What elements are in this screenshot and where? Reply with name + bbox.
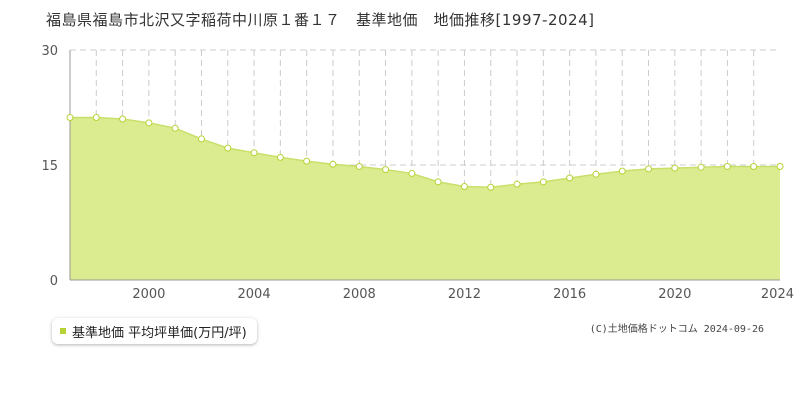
data-point [408,169,416,177]
x-tick-label: 2024 [761,287,794,302]
x-tick-label: 2008 [343,287,376,302]
legend-label: 基準地価 平均坪単価(万円/坪) [72,325,247,341]
data-point [197,135,205,143]
data-point [224,144,232,152]
data-point [566,174,574,182]
data-point [119,115,127,123]
data-point [276,153,284,161]
data-point [645,165,653,173]
y-tick-label: 30 [41,44,58,59]
axes [69,50,780,281]
data-point [513,180,521,188]
y-tick-label: 15 [41,159,58,174]
copyright-notice: (C)土地価格ドットコム 2024-09-26 [589,324,764,335]
x-tick-label: 2012 [448,287,481,302]
chart-title: 福島県福島市北沢又字稲荷中川原１番１７ 基準地価 地価推移[1997-2024] [46,11,595,29]
area-layer [70,116,780,280]
data-point [145,119,153,127]
data-points [66,113,784,191]
data-point [355,163,363,171]
y-tick-label: 0 [50,274,58,289]
data-point [460,182,468,190]
legend-marker-icon [60,328,66,334]
data-point [750,163,758,171]
data-point [671,164,679,172]
x-tick-label: 2016 [553,287,586,302]
series-line [70,116,780,188]
data-point [539,178,547,186]
legend: 基準地価 平均坪単価(万円/坪) [52,318,257,344]
x-tick-label: 2020 [658,287,691,302]
tick-labels: 0 15 30 2000 2004 2008 2012 2016 2020 2024 [41,44,794,302]
data-point [434,178,442,186]
data-point [723,163,731,171]
x-tick-label: 2000 [132,287,165,302]
data-point [592,170,600,178]
data-point [171,124,179,132]
data-point [697,163,705,171]
data-point [487,183,495,191]
data-point [250,149,258,157]
data-point [618,167,626,175]
data-point [66,113,74,121]
data-point [92,113,100,121]
series-area [70,117,780,280]
data-point [329,160,337,168]
data-point [382,166,390,174]
data-point [776,163,784,171]
x-tick-label: 2004 [238,287,271,302]
data-point [303,157,311,165]
